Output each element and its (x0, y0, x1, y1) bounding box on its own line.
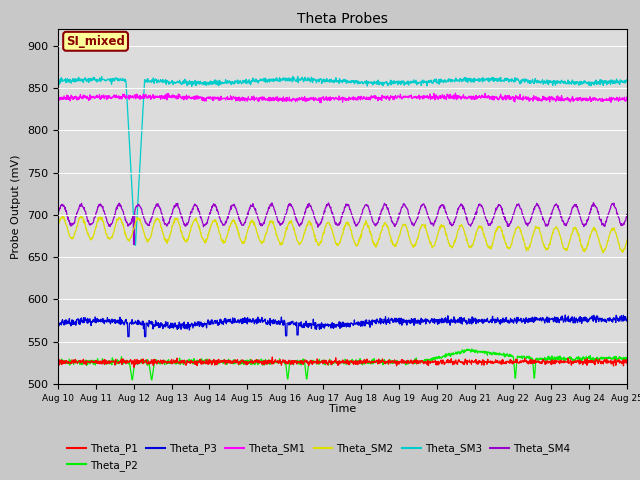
Line: Theta_P1: Theta_P1 (58, 357, 627, 367)
Theta_SM3 (308, 77, 316, 83)
Theta_P3 (378, 319, 386, 324)
Theta_P2 (378, 357, 386, 363)
Text: SI_mixed: SI_mixed (66, 35, 125, 48)
Theta_P3 (308, 325, 316, 331)
Theta_P1 (98, 359, 106, 365)
Line: Theta_SM4: Theta_SM4 (58, 203, 627, 244)
Theta_P3 (124, 334, 132, 339)
Theta_SM3 (379, 79, 387, 85)
Theta_SM1 (98, 93, 106, 98)
Theta_P2 (623, 356, 631, 362)
Theta_P3 (296, 320, 303, 326)
Line: Theta_SM2: Theta_SM2 (58, 216, 627, 252)
Theta_P2 (468, 346, 476, 352)
Theta_P2 (296, 361, 303, 367)
Theta_SM2 (600, 250, 607, 255)
Y-axis label: Probe Output (mV): Probe Output (mV) (11, 154, 21, 259)
Theta_SM4 (378, 206, 386, 212)
Theta_P1 (54, 357, 61, 363)
Theta_SM1 (54, 95, 61, 101)
Theta_SM2 (623, 237, 631, 242)
Theta_P1 (623, 361, 631, 367)
Theta_SM2 (54, 224, 61, 230)
Theta_SM3 (318, 78, 326, 84)
Theta_P1 (268, 354, 276, 360)
Theta_P1 (121, 360, 129, 365)
Theta_SM1 (296, 95, 303, 100)
Theta_P2 (98, 360, 106, 366)
Theta_SM4 (318, 218, 326, 224)
Theta_P2 (308, 360, 316, 365)
Theta_P3 (561, 312, 569, 318)
Theta_P2 (318, 359, 326, 365)
Theta_P1 (296, 360, 304, 366)
Theta_SM2 (59, 213, 67, 219)
Theta_SM4 (308, 205, 316, 211)
Theta_P3 (98, 316, 106, 322)
Theta_SM2 (122, 229, 129, 235)
Theta_SM4 (98, 203, 106, 209)
Line: Theta_SM3: Theta_SM3 (58, 76, 627, 245)
Theta_SM1 (452, 90, 460, 96)
Title: Theta Probes: Theta Probes (297, 12, 388, 26)
Theta_SM3 (294, 73, 301, 79)
Theta_P1 (308, 359, 316, 364)
Theta_SM3 (98, 74, 106, 80)
Theta_SM1 (317, 100, 324, 106)
Theta_P3 (54, 317, 61, 323)
Theta_SM1 (307, 95, 315, 100)
Theta_SM2 (98, 215, 106, 220)
Theta_P1 (379, 356, 387, 362)
Theta_SM3 (131, 242, 139, 248)
Line: Theta_SM1: Theta_SM1 (58, 93, 627, 103)
Theta_P3 (623, 314, 631, 320)
Theta_SM1 (121, 95, 129, 100)
Theta_SM1 (623, 98, 631, 104)
Theta_SM2 (378, 227, 386, 233)
Theta_SM4 (623, 212, 631, 218)
Theta_SM3 (121, 79, 129, 84)
Theta_SM3 (296, 77, 304, 83)
Theta_P3 (318, 320, 326, 326)
Theta_P2 (128, 377, 136, 383)
Theta_SM3 (54, 79, 61, 84)
Theta_SM3 (623, 77, 631, 83)
Theta_SM4 (121, 214, 129, 220)
Theta_P1 (318, 358, 326, 363)
Theta_P2 (121, 360, 129, 365)
X-axis label: Time: Time (329, 404, 356, 414)
Theta_SM4 (54, 211, 61, 216)
Theta_P2 (54, 360, 61, 365)
Theta_SM4 (296, 223, 303, 229)
Theta_SM2 (296, 240, 303, 246)
Theta_P1 (130, 364, 138, 370)
Legend: Theta_P1, Theta_P2, Theta_P3, Theta_SM1, Theta_SM2, Theta_SM3, Theta_SM4: Theta_P1, Theta_P2, Theta_P3, Theta_SM1,… (63, 439, 575, 475)
Theta_SM1 (378, 92, 386, 98)
Theta_SM1 (318, 96, 326, 102)
Theta_SM4 (130, 241, 138, 247)
Line: Theta_P2: Theta_P2 (58, 349, 627, 380)
Theta_SM2 (318, 238, 326, 243)
Theta_P3 (121, 320, 129, 325)
Theta_SM2 (308, 221, 316, 227)
Theta_SM4 (589, 200, 597, 205)
Line: Theta_P3: Theta_P3 (58, 315, 627, 336)
